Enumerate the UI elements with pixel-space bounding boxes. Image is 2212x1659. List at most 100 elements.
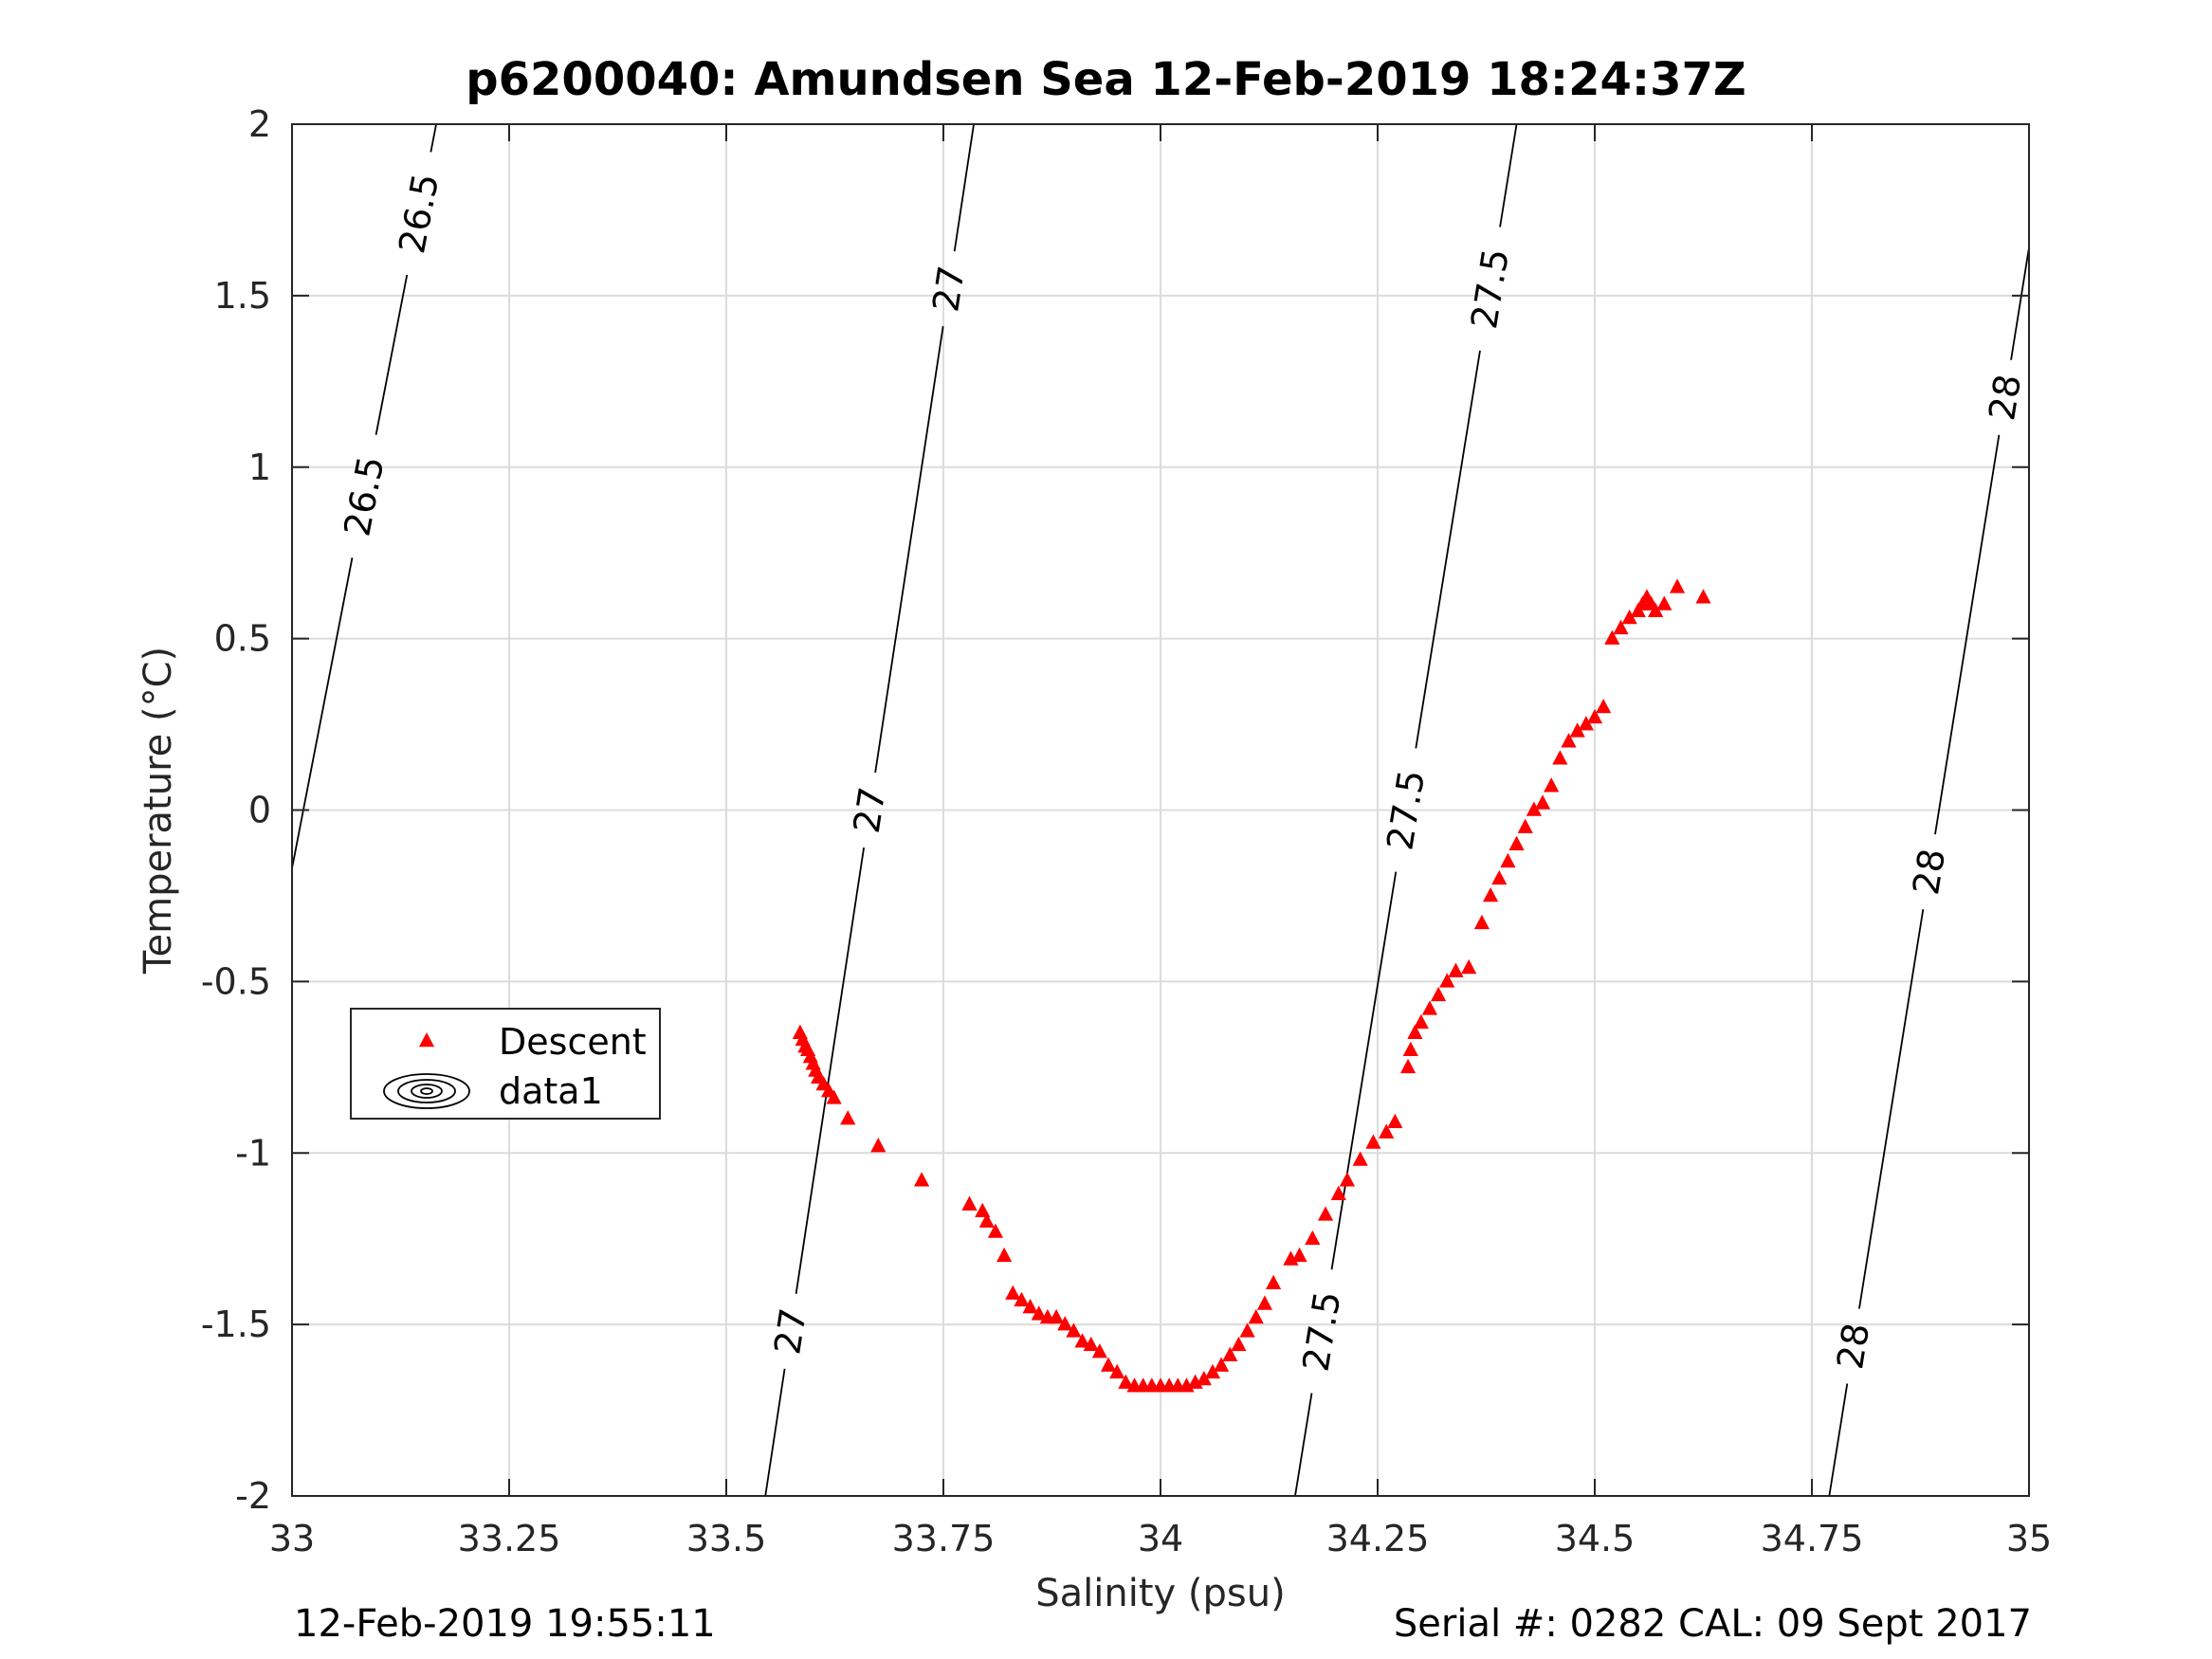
data-point: [870, 1138, 887, 1153]
isopycnal-line-28: [2010, 247, 2030, 360]
data-point: [1214, 1357, 1230, 1372]
data-point: [1578, 716, 1594, 731]
x-tick-label: 33.25: [458, 1518, 561, 1559]
data-point: [1569, 722, 1585, 738]
data-point: [1473, 914, 1490, 930]
data-point: [996, 1247, 1013, 1263]
isopycnal-line-26.5: [375, 274, 409, 435]
data-point: [826, 1089, 842, 1104]
isopycnal-label: 27: [766, 1305, 814, 1357]
data-point: [1066, 1322, 1082, 1338]
isopycnal-line-27: [953, 123, 975, 252]
data-point: [1399, 1058, 1417, 1074]
data-point: [1305, 1230, 1321, 1245]
data-point: [1491, 869, 1508, 885]
y-tick-label: 1.5: [214, 275, 271, 317]
y-tick-label: 1: [248, 447, 271, 488]
y-axis-label: Temperature (°C): [137, 647, 180, 975]
data-point: [1596, 698, 1612, 714]
data-point: [1048, 1308, 1065, 1324]
data-point: [1204, 1363, 1221, 1379]
footer-timestamp: 12-Feb-2019 19:55:11: [294, 1602, 716, 1646]
x-tick-label: 34.75: [1761, 1518, 1864, 1559]
data-point: [1544, 777, 1560, 793]
data-point: [1407, 1024, 1423, 1039]
data-point: [1534, 794, 1551, 810]
data-point: [1586, 708, 1603, 724]
x-tick-label: 33.75: [892, 1518, 996, 1559]
x-tick-label: 34.5: [1555, 1518, 1636, 1559]
isopycnal-label: 28: [1981, 372, 2029, 424]
x-tick-label: 34: [1138, 1518, 1183, 1559]
isopycnal-contours: 26.5 26.5 27 27 27 27.5 27.5 27.5 28 28 28: [291, 123, 2030, 1497]
data-point: [1265, 1274, 1282, 1290]
data-point: [1074, 1333, 1090, 1348]
data-point: [1552, 750, 1568, 765]
data-point: [987, 1223, 1004, 1238]
y-tick-label: 0.5: [214, 618, 271, 660]
data-point: [1083, 1336, 1099, 1352]
data-point: [1648, 602, 1664, 617]
data-point: [1482, 886, 1499, 902]
data-point: [1005, 1285, 1021, 1300]
isopycnal-label: 26.5: [336, 453, 392, 539]
data-point: [978, 1212, 995, 1228]
data-point: [1352, 1151, 1368, 1166]
isopycnal-line-26.5: [291, 557, 354, 869]
isopycnal-line-26.5: [430, 123, 437, 153]
legend-contour-icon: [383, 1073, 470, 1109]
data-point: [840, 1110, 856, 1125]
data-point: [1439, 973, 1455, 988]
legend-label-descent: Descent: [499, 1021, 647, 1063]
isopycnal-line-27.5: [1415, 350, 1481, 749]
data-point: [1239, 1322, 1255, 1338]
isopycnal-line-28: [1934, 434, 2001, 835]
data-point: [1339, 1172, 1356, 1187]
isopycnal-label: 27: [846, 784, 894, 835]
data-point: [1022, 1299, 1038, 1314]
data-point: [1031, 1305, 1047, 1321]
y-tick-label: -1.5: [201, 1304, 271, 1345]
y-tick-label: -0.5: [201, 960, 271, 1002]
x-tick-label: 35: [2006, 1518, 2052, 1559]
y-tick-label: 2: [248, 103, 271, 145]
data-point: [1091, 1343, 1107, 1358]
data-point: [1248, 1308, 1264, 1324]
data-point: [1118, 1374, 1134, 1389]
isopycnal-label: 27.5: [1379, 767, 1433, 853]
data-point: [1109, 1363, 1125, 1379]
legend-label-data1: data1: [499, 1070, 603, 1112]
isopycnal-line-27.5: [1499, 123, 1518, 228]
data-point: [1365, 1134, 1381, 1149]
footer-serial-cal: Serial #: 0282 CAL: 09 Sept 2017: [1393, 1602, 2032, 1646]
data-point: [1196, 1371, 1212, 1386]
data-point: [1669, 578, 1686, 593]
data-point: [1695, 589, 1711, 604]
isopycnal-line-27: [874, 326, 944, 774]
isopycnal-label: 27: [924, 263, 973, 314]
data-point: [1222, 1346, 1238, 1361]
data-point: [1508, 835, 1525, 850]
data-point: [1421, 1000, 1438, 1015]
legend: Descent data1: [350, 1008, 661, 1120]
legend-box: [350, 1008, 661, 1120]
legend-marker-descent: [418, 1032, 435, 1048]
isopycnal-line-27: [795, 847, 866, 1294]
data-point: [975, 1202, 991, 1218]
x-tick-label: 33: [269, 1518, 315, 1559]
data-point: [1379, 1123, 1395, 1139]
y-tick-label: -2: [235, 1475, 271, 1517]
isopycnal-label: 28: [1905, 846, 1953, 898]
x-tick-label: 34.25: [1326, 1518, 1430, 1559]
isopycnal-line-27.5: [1330, 871, 1398, 1270]
chart-title: p6200040: Amundsen Sea 12-Feb-2019 18:24…: [466, 53, 1746, 106]
x-tick-label: 33.5: [686, 1518, 767, 1559]
data-point: [1413, 1013, 1429, 1030]
data-point: [1291, 1247, 1307, 1263]
data-point: [1526, 801, 1542, 816]
data-point: [1057, 1316, 1073, 1331]
data-point: [1621, 609, 1637, 625]
data-point: [1231, 1336, 1247, 1352]
data-point: [1604, 629, 1620, 645]
